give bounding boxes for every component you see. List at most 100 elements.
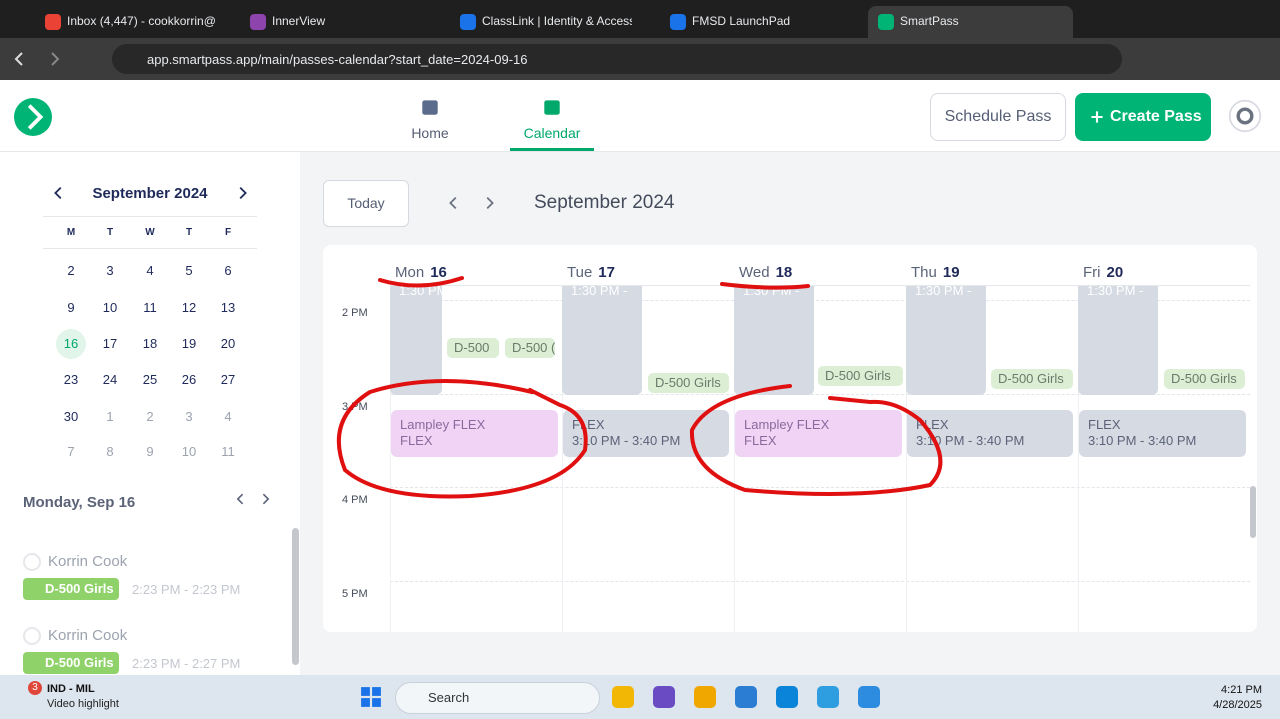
flex-block[interactable]: Lampley FLEX FLEX: [735, 410, 902, 457]
calendar-card: 2 PM 3 PM 4 PM 5 PM 1:30 PM - D-500 D-500 (Lam…: [323, 245, 1257, 632]
day-cell[interactable]: 2: [67, 263, 75, 278]
day-cell[interactable]: 18: [142, 336, 158, 351]
forward-button[interactable]: [44, 49, 64, 69]
day-cell[interactable]: 25: [142, 372, 158, 387]
week-next[interactable]: [480, 194, 498, 212]
day-cell[interactable]: 16: [63, 336, 79, 351]
browser-tab[interactable]: InnerView: [240, 6, 445, 38]
flex-block[interactable]: FLEX 3:10 PM - 3:40 PM: [1079, 410, 1246, 457]
browser-tab[interactable]: ClassLink | Identity & Access: [450, 6, 655, 38]
day-cell[interactable]: 10: [102, 300, 118, 315]
calendar-title: September 2024: [534, 192, 675, 213]
nav-item[interactable]: Home: [411, 125, 449, 141]
chevron: [54, 186, 62, 200]
day-cell[interactable]: 30: [63, 409, 79, 424]
flex-block[interactable]: FLEX 3:10 PM - 3:40 PM: [907, 410, 1073, 457]
day-cell[interactable]: 11: [143, 300, 157, 315]
pass-chip[interactable]: D-500 Girls: [818, 366, 903, 386]
day-cell[interactable]: 7: [67, 444, 75, 459]
app-header: [0, 80, 1280, 152]
settings-button[interactable]: [1228, 99, 1262, 133]
weekday: T: [185, 227, 193, 238]
flex-detail: FLEX: [744, 433, 777, 448]
news-sub: Video highlight: [47, 698, 119, 710]
pass-time: 1:30 PM -: [1087, 286, 1144, 298]
day-cell[interactable]: 26: [181, 372, 197, 387]
pass-chip[interactable]: D-500 Girls: [1164, 369, 1245, 389]
day-cell[interactable]: 13: [220, 300, 236, 315]
pass-block[interactable]: 1:30 PM -: [734, 286, 814, 395]
day-cell[interactable]: 8: [106, 444, 114, 459]
agenda-title: Monday, Sep 16: [23, 494, 136, 511]
day-date: 19: [942, 264, 960, 281]
week-prev[interactable]: [445, 194, 463, 212]
pass-block[interactable]: 1:30 PM -: [1078, 286, 1158, 395]
browser-tab[interactable]: Inbox (4,447) - cookkorrin@...: [35, 6, 240, 38]
chevron: [449, 196, 457, 210]
day-header: Thu 19: [911, 264, 960, 281]
day-cell[interactable]: 10: [181, 444, 197, 459]
entry-time: 2:23 PM - 2:23 PM: [132, 582, 241, 597]
pass-block[interactable]: 1:30 PM -: [906, 286, 986, 395]
taskbar-app[interactable]: [817, 686, 839, 708]
next-month[interactable]: [233, 184, 251, 202]
day-cell[interactable]: 9: [67, 300, 75, 315]
taskbar-app[interactable]: [735, 686, 757, 708]
day-cell[interactable]: 3: [185, 409, 193, 424]
back-button[interactable]: [10, 49, 30, 69]
pass-chip[interactable]: D-500: [447, 338, 499, 358]
day-cell[interactable]: 27: [220, 372, 236, 387]
day-cell[interactable]: 20: [220, 336, 236, 351]
schedule-button[interactable]: Schedule Pass: [930, 93, 1066, 141]
next-month-glyph: [239, 186, 247, 200]
day-cell[interactable]: 5: [185, 263, 193, 278]
sidebar-scrollbar: [292, 528, 299, 665]
day-cell[interactable]: 17: [102, 336, 118, 351]
flex-block[interactable]: FLEX 3:10 PM - 3:40 PM: [563, 410, 729, 457]
tab-title: SmartPass: [900, 14, 959, 28]
today-button[interactable]: Today: [323, 180, 409, 227]
url-field[interactable]: [112, 44, 1122, 74]
forward-button-glyph: [51, 52, 60, 66]
day-cell[interactable]: 2: [146, 409, 154, 424]
logo[interactable]: [14, 98, 52, 136]
taskbar-app[interactable]: [653, 686, 675, 708]
taskbar-app[interactable]: [776, 686, 798, 708]
taskbar-app[interactable]: [858, 686, 880, 708]
day-cell[interactable]: 6: [224, 263, 232, 278]
browser-tab[interactable]: SmartPass: [868, 6, 1073, 38]
tab-title: ClassLink | Identity & Access: [482, 14, 632, 28]
day-date: 20: [1106, 264, 1124, 281]
start-button[interactable]: [360, 686, 382, 708]
day-cell[interactable]: 11: [221, 444, 235, 459]
taskbar-app[interactable]: [612, 686, 634, 708]
day-cell[interactable]: 4: [224, 409, 232, 424]
day-cell[interactable]: 23: [63, 372, 79, 387]
taskbar-app[interactable]: [694, 686, 716, 708]
nav-item[interactable]: Calendar: [523, 125, 581, 141]
day-cell[interactable]: 19: [181, 336, 197, 351]
agenda-next[interactable]: [257, 491, 273, 507]
pass-chip[interactable]: D-500 Girls: [648, 373, 729, 393]
flex-detail: FLEX: [400, 433, 433, 448]
day-cell[interactable]: 24: [102, 372, 118, 387]
day-cell[interactable]: 4: [146, 263, 154, 278]
day-cell[interactable]: 3: [106, 263, 114, 278]
prev-month[interactable]: [50, 184, 68, 202]
pass-time: 1:30 PM -: [743, 286, 800, 298]
pass-block[interactable]: 1:30 PM -: [562, 286, 642, 395]
browser-tab[interactable]: FMSD LaunchPad: [660, 6, 865, 38]
day-date: 16: [430, 264, 447, 281]
day-cell[interactable]: 9: [146, 444, 154, 459]
pass-chip[interactable]: D-500 Girls: [991, 369, 1073, 389]
pass-block[interactable]: 1:30 PM -: [390, 286, 442, 395]
day-cell[interactable]: 1: [106, 409, 114, 424]
flex-block[interactable]: Lampley FLEX FLEX: [391, 410, 558, 457]
news-title[interactable]: IND - MIL: [47, 683, 95, 695]
ring: [1228, 99, 1262, 133]
pass-chip[interactable]: D-500 (: [505, 338, 555, 358]
search-box[interactable]: [395, 682, 600, 714]
agenda-prev[interactable]: [233, 491, 249, 507]
day-cell[interactable]: 12: [181, 300, 197, 315]
day-name: Fri: [1083, 264, 1101, 281]
